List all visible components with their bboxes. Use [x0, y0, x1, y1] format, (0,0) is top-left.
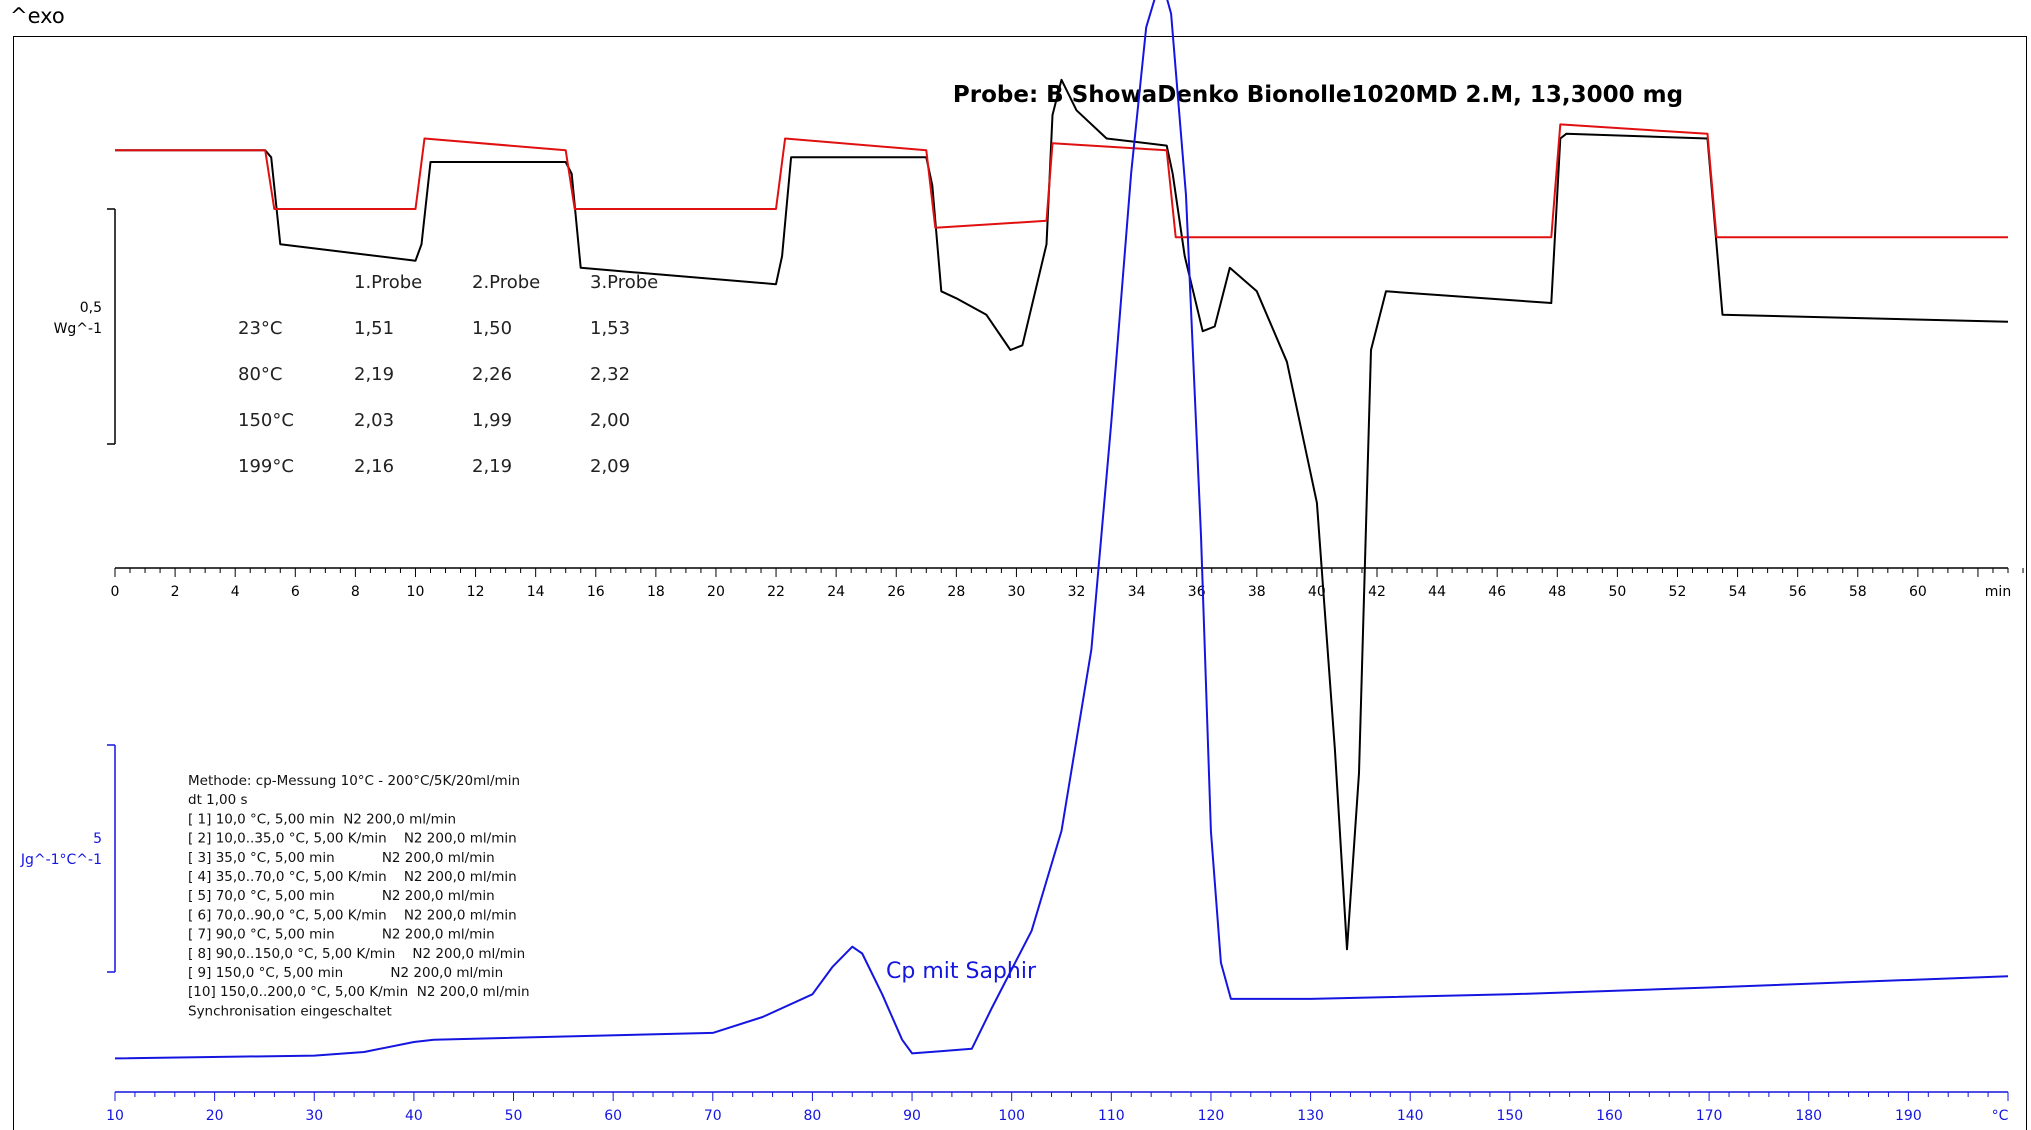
table-cell: 1,51: [354, 318, 394, 339]
x-tick-label: 12: [467, 584, 485, 600]
x-tick-label: 0: [111, 584, 120, 600]
table-cell: 2,00: [590, 410, 630, 431]
x-tick-label: 4: [231, 584, 240, 600]
x-tick-label: 36: [1188, 584, 1206, 600]
x-tick-label: 6: [291, 584, 300, 600]
temp-tick-label: 100: [998, 1108, 1025, 1124]
x-tick-label: 30: [1008, 584, 1026, 600]
method-line: [ 3] 35,0 °C, 5,00 min N2 200,0 ml/min: [188, 850, 495, 866]
x-tick-label: 32: [1068, 584, 1086, 600]
x-tick-label: 40: [1308, 584, 1326, 600]
series-line-1: [115, 123, 2008, 239]
table-row-label: 80°C: [238, 364, 282, 385]
x-tick-label: 10: [407, 584, 425, 600]
plot-frame: [13, 36, 2027, 1130]
method-line: [ 2] 10,0..35,0 °C, 5,00 K/min N2 200,0 …: [188, 831, 517, 847]
x-axis-unit: min: [1985, 584, 2011, 600]
table-row-label: 23°C: [238, 318, 282, 339]
method-line: [ 4] 35,0..70,0 °C, 5,00 K/min N2 200,0 …: [188, 869, 517, 885]
temp-tick-label: 180: [1795, 1108, 1822, 1124]
temp-tick-label: 110: [1098, 1108, 1125, 1124]
x-tick-label: 16: [587, 584, 605, 600]
temp-tick-label: 30: [305, 1108, 323, 1124]
y-scale-value: 0,5: [80, 300, 102, 316]
x-tick-label: 26: [887, 584, 905, 600]
table-header: 2.Probe: [472, 272, 540, 293]
y-scale-unit: Wg^-1: [54, 321, 102, 337]
cp-scale-value: 5: [93, 831, 102, 847]
temp-tick-label: 20: [206, 1108, 224, 1124]
temp-tick-label: 50: [505, 1108, 523, 1124]
table-cell: 1,50: [472, 318, 512, 339]
method-line: dt 1,00 s: [188, 792, 248, 808]
temp-tick-label: 80: [804, 1108, 822, 1124]
table-cell: 2,03: [354, 410, 394, 431]
temp-tick-label: 10: [106, 1108, 124, 1124]
temp-tick-label: 60: [604, 1108, 622, 1124]
temp-tick-label: 140: [1397, 1108, 1424, 1124]
x-tick-label: 38: [1248, 584, 1266, 600]
cp-series-line-0: [114, 0, 2009, 1060]
method-line: [ 6] 70,0..90,0 °C, 5,00 K/min N2 200,0 …: [188, 907, 517, 923]
x-tick-label: 20: [707, 584, 725, 600]
method-line: Synchronisation eingeschaltet: [188, 1003, 392, 1019]
x-tick-label: 8: [351, 584, 360, 600]
temp-tick-label: 70: [704, 1108, 722, 1124]
temp-tick-label: 190: [1895, 1108, 1922, 1124]
x-tick-label: 44: [1428, 584, 1446, 600]
x-tick-label: 48: [1548, 584, 1566, 600]
table-row-label: 150°C: [238, 410, 294, 431]
table-header: 1.Probe: [354, 272, 422, 293]
table-cell: 2,09: [590, 456, 630, 477]
table-cell: 2,32: [590, 364, 630, 385]
x-tick-label: 50: [1608, 584, 1626, 600]
cp-scale-unit: Jg^-1°C^-1: [20, 852, 102, 868]
x-tick-label: 22: [767, 584, 785, 600]
temp-tick-label: 40: [405, 1108, 423, 1124]
method-line: [ 5] 70,0 °C, 5,00 min N2 200,0 ml/min: [188, 888, 495, 904]
method-line: [ 7] 90,0 °C, 5,00 min N2 200,0 ml/min: [188, 927, 495, 943]
x-tick-label: 34: [1128, 584, 1146, 600]
table-cell: 1,53: [590, 318, 630, 339]
temp-tick-label: 150: [1496, 1108, 1523, 1124]
temp-tick-label: 90: [903, 1108, 921, 1124]
table-cell: 1,99: [472, 410, 512, 431]
x-tick-label: 14: [527, 584, 545, 600]
x-tick-label: 28: [947, 584, 965, 600]
x-tick-label: 56: [1789, 584, 1807, 600]
method-line: [ 8] 90,0..150,0 °C, 5,00 K/min N2 200,0…: [188, 946, 525, 962]
temp-tick-label: 170: [1696, 1108, 1723, 1124]
x-tick-label: 58: [1849, 584, 1867, 600]
x-tick-label: 18: [647, 584, 665, 600]
temp-tick-label: 160: [1596, 1108, 1623, 1124]
exo-label: ^exo: [10, 4, 65, 28]
method-line: [10] 150,0..200,0 °C, 5,00 K/min N2 200,…: [188, 984, 530, 1000]
cp-annotation: Cp mit Saphir: [886, 959, 1037, 984]
table-row-label: 199°C: [238, 456, 294, 477]
x-tick-label: 52: [1669, 584, 1687, 600]
x-tick-label: 42: [1368, 584, 1386, 600]
chart-title: Probe: B ShowaDenko Bionolle1020MD 2.M, …: [953, 82, 1683, 108]
temp-axis-unit: °C: [1992, 1108, 2009, 1124]
x-tick-label: 46: [1488, 584, 1506, 600]
table-cell: 2,19: [354, 364, 394, 385]
x-tick-label: 24: [827, 584, 845, 600]
table-header: 3.Probe: [590, 272, 658, 293]
method-line: [ 1] 10,0 °C, 5,00 min N2 200,0 ml/min: [188, 811, 456, 827]
table-cell: 2,19: [472, 456, 512, 477]
temp-tick-label: 130: [1297, 1108, 1324, 1124]
method-line: [ 9] 150,0 °C, 5,00 min N2 200,0 ml/min: [188, 965, 503, 981]
x-tick-label: 2: [171, 584, 180, 600]
x-tick-label: 60: [1909, 584, 1927, 600]
temp-tick-label: 120: [1198, 1108, 1225, 1124]
method-line: Methode: cp-Messung 10°C - 200°C/5K/20ml…: [188, 773, 520, 789]
table-cell: 2,26: [472, 364, 512, 385]
table-cell: 2,16: [354, 456, 394, 477]
x-tick-label: 54: [1729, 584, 1747, 600]
